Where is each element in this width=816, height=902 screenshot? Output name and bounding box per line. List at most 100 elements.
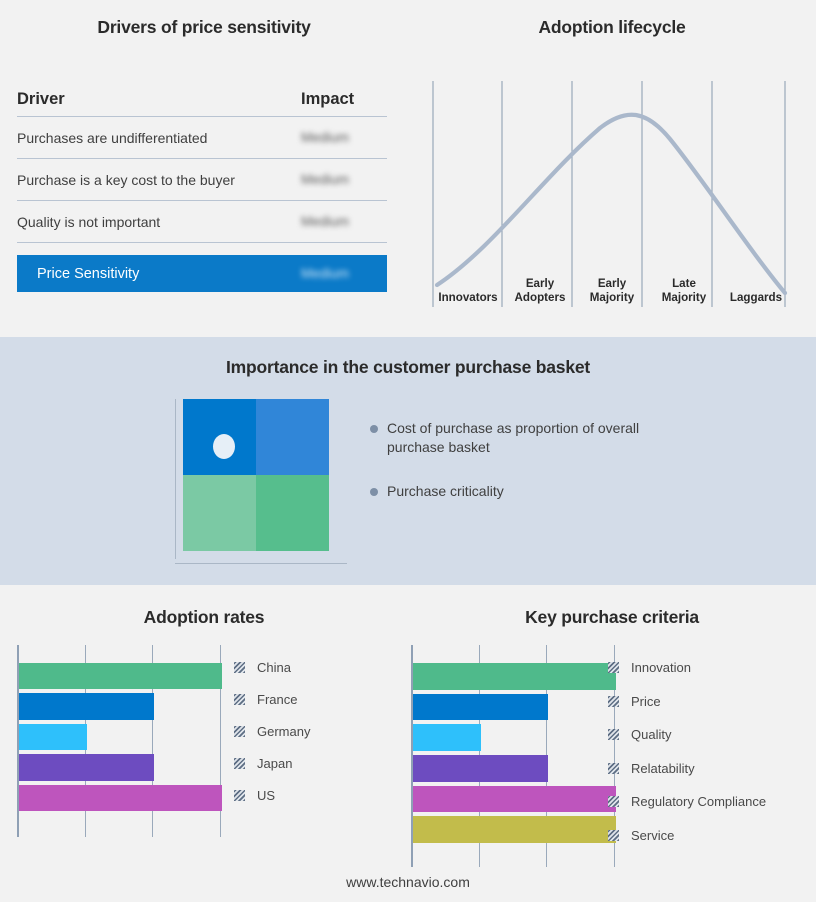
bar-japan bbox=[19, 754, 155, 781]
bar-france bbox=[19, 693, 155, 720]
driver-impact-blurred: Medium bbox=[301, 130, 350, 145]
table-row: Purchases are undifferentiated Medium bbox=[17, 117, 387, 159]
purchase-basket-matrix bbox=[175, 399, 350, 564]
legend-item: Relatability bbox=[608, 752, 766, 786]
driver-impact-blurred: Medium bbox=[301, 172, 350, 187]
chart-gridline bbox=[220, 645, 221, 837]
bar-innovation bbox=[413, 663, 616, 690]
matrix-quadrant-bottom-left bbox=[183, 475, 256, 551]
lifecycle-segment-laggards: Laggards bbox=[720, 274, 792, 306]
hatched-swatch-icon bbox=[608, 796, 619, 808]
price-sensitivity-summary-row: Price Sensitivity Medium bbox=[17, 255, 387, 292]
matrix-quadrants bbox=[183, 399, 329, 551]
matrix-quadrant-bottom-right bbox=[256, 475, 329, 551]
hatched-swatch-icon bbox=[608, 762, 619, 774]
bar-price bbox=[413, 693, 549, 721]
chart-gridline bbox=[152, 645, 154, 837]
driver-impact-blurred: Medium bbox=[301, 214, 350, 229]
drivers-title: Drivers of price sensitivity bbox=[97, 17, 311, 37]
hatched-swatch-icon bbox=[234, 725, 245, 737]
list-item: Purchase criticality bbox=[370, 482, 670, 501]
hatched-swatch-icon bbox=[608, 729, 619, 741]
lifecycle-segment-labels: Innovators Early Adopters Early Majority… bbox=[432, 274, 792, 306]
legend-label: Quality bbox=[631, 727, 672, 743]
chart-value-axis bbox=[411, 645, 413, 867]
bar-regulatory-compliance bbox=[413, 785, 616, 813]
chart-value-axis bbox=[17, 645, 19, 837]
lifecycle-bell-curve bbox=[434, 112, 788, 296]
basket-legend: Cost of purchase as proportion of overal… bbox=[370, 419, 670, 526]
bar-quality bbox=[413, 724, 481, 751]
hatched-swatch-icon bbox=[234, 757, 245, 769]
bar-us bbox=[19, 784, 222, 811]
segment-line-2: Majority bbox=[661, 290, 707, 304]
segment-line-2: Innovators bbox=[438, 290, 498, 304]
list-item: Cost of purchase as proportion of overal… bbox=[370, 419, 670, 457]
bar-germany bbox=[19, 723, 87, 751]
legend-item: Germany bbox=[234, 715, 310, 747]
segment-line-2: Adopters bbox=[514, 290, 566, 304]
drivers-table-header: Driver Impact bbox=[17, 90, 387, 117]
legend-item: Quality bbox=[608, 718, 766, 752]
adoption-lifecycle-panel: Adoption lifecycle Innovators Early Adop… bbox=[408, 0, 816, 337]
adoption-rates-chart bbox=[17, 645, 227, 840]
key-purchase-criteria-panel: Key purchase criteria Innovation Price Qua… bbox=[408, 585, 816, 902]
lifecycle-curve-chart bbox=[432, 81, 788, 307]
hatched-swatch-icon bbox=[234, 693, 245, 705]
adoption-rates-title: Adoption rates bbox=[143, 607, 265, 627]
hatched-swatch-icon bbox=[234, 661, 245, 673]
basket-title: Importance in the customer purchase bask… bbox=[225, 357, 591, 377]
matrix-vertical-axis bbox=[175, 399, 176, 559]
hatched-swatch-icon bbox=[608, 662, 619, 674]
legend-label: China bbox=[257, 659, 291, 675]
legend-label: Service bbox=[631, 827, 675, 843]
legend-item: Innovation bbox=[608, 651, 766, 685]
segment-line-1: Late bbox=[672, 277, 696, 290]
lifecycle-segment-innovators: Innovators bbox=[432, 274, 504, 306]
lifecycle-segment-late-majority: Late Majority bbox=[648, 274, 720, 306]
adoption-rates-panel: Adoption rates China France Germany Japan US bbox=[0, 585, 408, 902]
bar-service bbox=[413, 816, 616, 843]
legend-item: US bbox=[234, 779, 310, 811]
legend-item: China bbox=[234, 651, 310, 683]
column-header-impact: Impact bbox=[301, 90, 355, 108]
basket-legend-label: Purchase criticality bbox=[387, 483, 504, 499]
legend-item: Service bbox=[608, 819, 766, 853]
segment-line-2: Majority bbox=[589, 290, 635, 304]
segment-line-1: Early bbox=[597, 277, 627, 290]
driver-name: Purchase is a key cost to the buyer bbox=[17, 171, 235, 188]
legend-label: Innovation bbox=[631, 660, 691, 676]
criteria-title: Key purchase criteria bbox=[525, 607, 699, 627]
lifecycle-title: Adoption lifecycle bbox=[538, 17, 686, 37]
legend-label: Germany bbox=[257, 723, 311, 739]
legend-item: Japan bbox=[234, 747, 310, 779]
driver-name: Quality is not important bbox=[17, 213, 161, 230]
legend-label: US bbox=[257, 787, 276, 803]
hatched-swatch-icon bbox=[608, 695, 619, 707]
basket-legend-label: Cost of purchase as proportion of overal… bbox=[387, 420, 640, 455]
bullet-dot-icon bbox=[370, 425, 378, 433]
criteria-legend: Innovation Price Quality Relatability Regula… bbox=[608, 651, 766, 852]
table-row: Purchase is a key cost to the buyer Medi… bbox=[17, 159, 387, 201]
drivers-table: Driver Impact Purchases are undifferenti… bbox=[17, 90, 387, 292]
column-header-driver: Driver bbox=[17, 90, 65, 108]
drivers-panel: Drivers of price sensitivity Driver Impa… bbox=[0, 0, 408, 337]
summary-impact-blurred: Medium bbox=[301, 266, 350, 281]
legend-label: Japan bbox=[257, 755, 293, 771]
purchase-basket-panel: Importance in the customer purchase bask… bbox=[0, 337, 816, 585]
legend-item: France bbox=[234, 683, 310, 715]
segment-line-1: Early bbox=[525, 277, 555, 290]
matrix-quadrant-top-right bbox=[256, 399, 329, 475]
legend-item: Price bbox=[608, 685, 766, 719]
lifecycle-segment-early-majority: Early Majority bbox=[576, 274, 648, 306]
adoption-plot-area bbox=[17, 645, 222, 837]
driver-name: Purchases are undifferentiated bbox=[17, 129, 208, 146]
legend-label: Price bbox=[631, 693, 661, 709]
matrix-position-marker bbox=[213, 434, 235, 459]
lifecycle-segment-early-adopters: Early Adopters bbox=[504, 274, 576, 306]
segment-line-2: Laggards bbox=[729, 290, 783, 304]
bar-china bbox=[19, 663, 222, 690]
bullet-dot-icon bbox=[370, 488, 378, 496]
bar-relatability bbox=[413, 755, 549, 782]
footer-url: www.technavio.com bbox=[346, 874, 470, 890]
